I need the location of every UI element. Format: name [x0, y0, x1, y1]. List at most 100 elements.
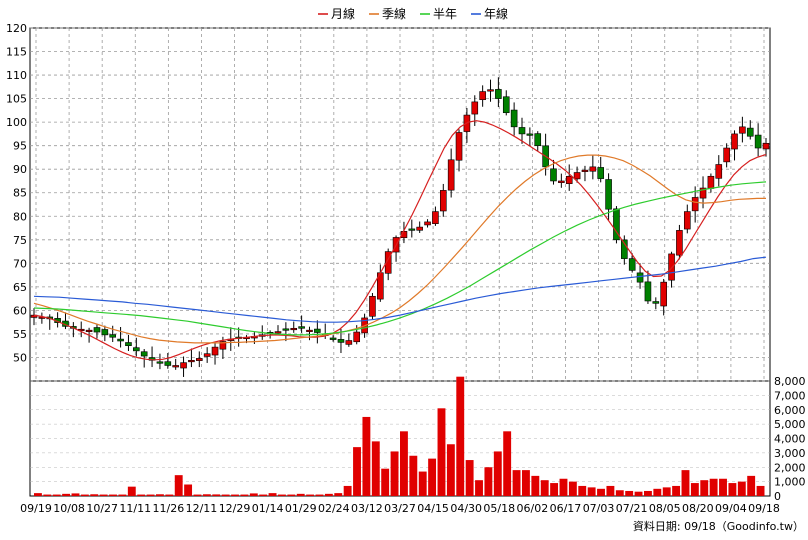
- candle-body: [172, 365, 179, 368]
- volume-bar: [625, 490, 634, 496]
- candle-body: [125, 342, 132, 347]
- volume-bar: [109, 494, 117, 496]
- candle-body: [746, 127, 754, 137]
- volume-bar: [353, 447, 361, 496]
- volume-bar: [43, 494, 52, 496]
- volume-bar: [503, 431, 512, 496]
- candle-body: [282, 328, 290, 331]
- candle: [502, 90, 510, 116]
- candle: [518, 117, 526, 144]
- volume-bar: [62, 493, 71, 496]
- x-tick-label: 12/29: [219, 502, 251, 515]
- x-axis: 09/19 10/08 10/27 11/11 11/26 12/11 12/29 01/14…: [20, 502, 780, 515]
- candle-body: [644, 281, 652, 302]
- candle: [573, 166, 581, 183]
- price-panel: 50 55 60 65 70 75 80 85 90 95 100 105 110 115 120: [6, 22, 771, 496]
- candle: [621, 235, 628, 265]
- volume-bar: [146, 494, 155, 496]
- volume-y-tick-label: 3,000: [774, 447, 806, 460]
- legend-item: 年線: [471, 6, 508, 21]
- volume-bar: [418, 471, 427, 496]
- volume-bar: [615, 490, 624, 496]
- candle-body: [298, 326, 305, 329]
- candle-body: [636, 272, 644, 283]
- volume-bar: [465, 460, 474, 496]
- candle-body: [211, 346, 219, 356]
- candle: [298, 315, 305, 333]
- legend-label: 季線: [382, 6, 406, 21]
- candle-body: [652, 301, 660, 304]
- x-tick-label: 03/27: [384, 502, 416, 515]
- candle-body: [471, 101, 479, 115]
- candle: [416, 221, 423, 233]
- candle: [314, 320, 321, 344]
- candle-body: [597, 167, 605, 179]
- candle-body: [613, 208, 620, 241]
- candle: [101, 325, 109, 342]
- candle-body: [605, 179, 612, 210]
- legend-label: 半年: [433, 7, 457, 21]
- candle: [439, 183, 447, 217]
- volume-bar: [634, 491, 643, 496]
- candle: [644, 270, 652, 304]
- legend-item: 半年: [420, 7, 457, 21]
- candle: [345, 333, 353, 347]
- volume-bar: [118, 494, 127, 496]
- candle: [306, 326, 313, 341]
- volume-bar: [334, 493, 343, 496]
- candle-body: [739, 126, 746, 134]
- candle-body: [337, 339, 345, 343]
- legend-item: 月線: [318, 6, 355, 21]
- candle-body: [581, 169, 589, 172]
- candle: [117, 327, 124, 348]
- x-tick-label: 10/08: [53, 502, 85, 515]
- price-y-tick-label: 115: [6, 46, 27, 59]
- price-y-tick-label: 70: [13, 257, 27, 270]
- candle-body: [117, 338, 124, 342]
- x-tick-label: 09/04: [715, 502, 747, 515]
- candle: [613, 206, 620, 244]
- candle-body: [133, 347, 140, 352]
- candle: [731, 130, 738, 161]
- price-y-tick-label: 120: [6, 22, 27, 35]
- candle: [188, 348, 195, 368]
- candle: [329, 335, 337, 342]
- candle: [597, 156, 605, 183]
- volume-y-tick-label: 0: [774, 490, 781, 503]
- candle-body: [180, 362, 187, 369]
- candle-body: [699, 187, 707, 199]
- candle-body: [754, 134, 762, 149]
- volume-bar: [287, 494, 296, 496]
- candle-body: [534, 133, 542, 146]
- volume-bar: [249, 493, 258, 496]
- ma-line-月線: [33, 120, 767, 361]
- candle-body: [109, 334, 117, 338]
- volume-bar: [324, 493, 333, 496]
- volume-y-tick-label: 7,000: [774, 389, 806, 402]
- candle: [282, 322, 290, 342]
- x-tick-label: 10/27: [86, 502, 118, 515]
- legend-label: 年線: [484, 6, 508, 21]
- candle-body: [384, 251, 392, 274]
- x-tick-label: 07/03: [583, 502, 615, 515]
- x-tick-label: 03/12: [351, 502, 383, 515]
- candle: [628, 253, 636, 273]
- candle-body: [93, 327, 101, 333]
- price-y-tick-label: 105: [6, 93, 27, 106]
- legend-label: 月線: [331, 6, 355, 21]
- candle-body: [455, 132, 463, 161]
- candle-body: [329, 337, 337, 340]
- volume-bar: [202, 494, 211, 496]
- volume-bar: [99, 494, 108, 496]
- candle-body: [408, 228, 416, 231]
- source-label: 資料日期: 09/18（Goodinfo.tw）: [633, 519, 804, 533]
- x-tick-label: 06/17: [550, 502, 582, 515]
- volume-bar: [409, 455, 418, 496]
- candle: [447, 148, 455, 198]
- volume-y-tick-label: 6,000: [774, 404, 806, 417]
- candle-body: [487, 89, 494, 92]
- candle: [109, 325, 117, 343]
- volume-bar: [644, 490, 652, 496]
- x-tick-label: 01/14: [252, 502, 284, 515]
